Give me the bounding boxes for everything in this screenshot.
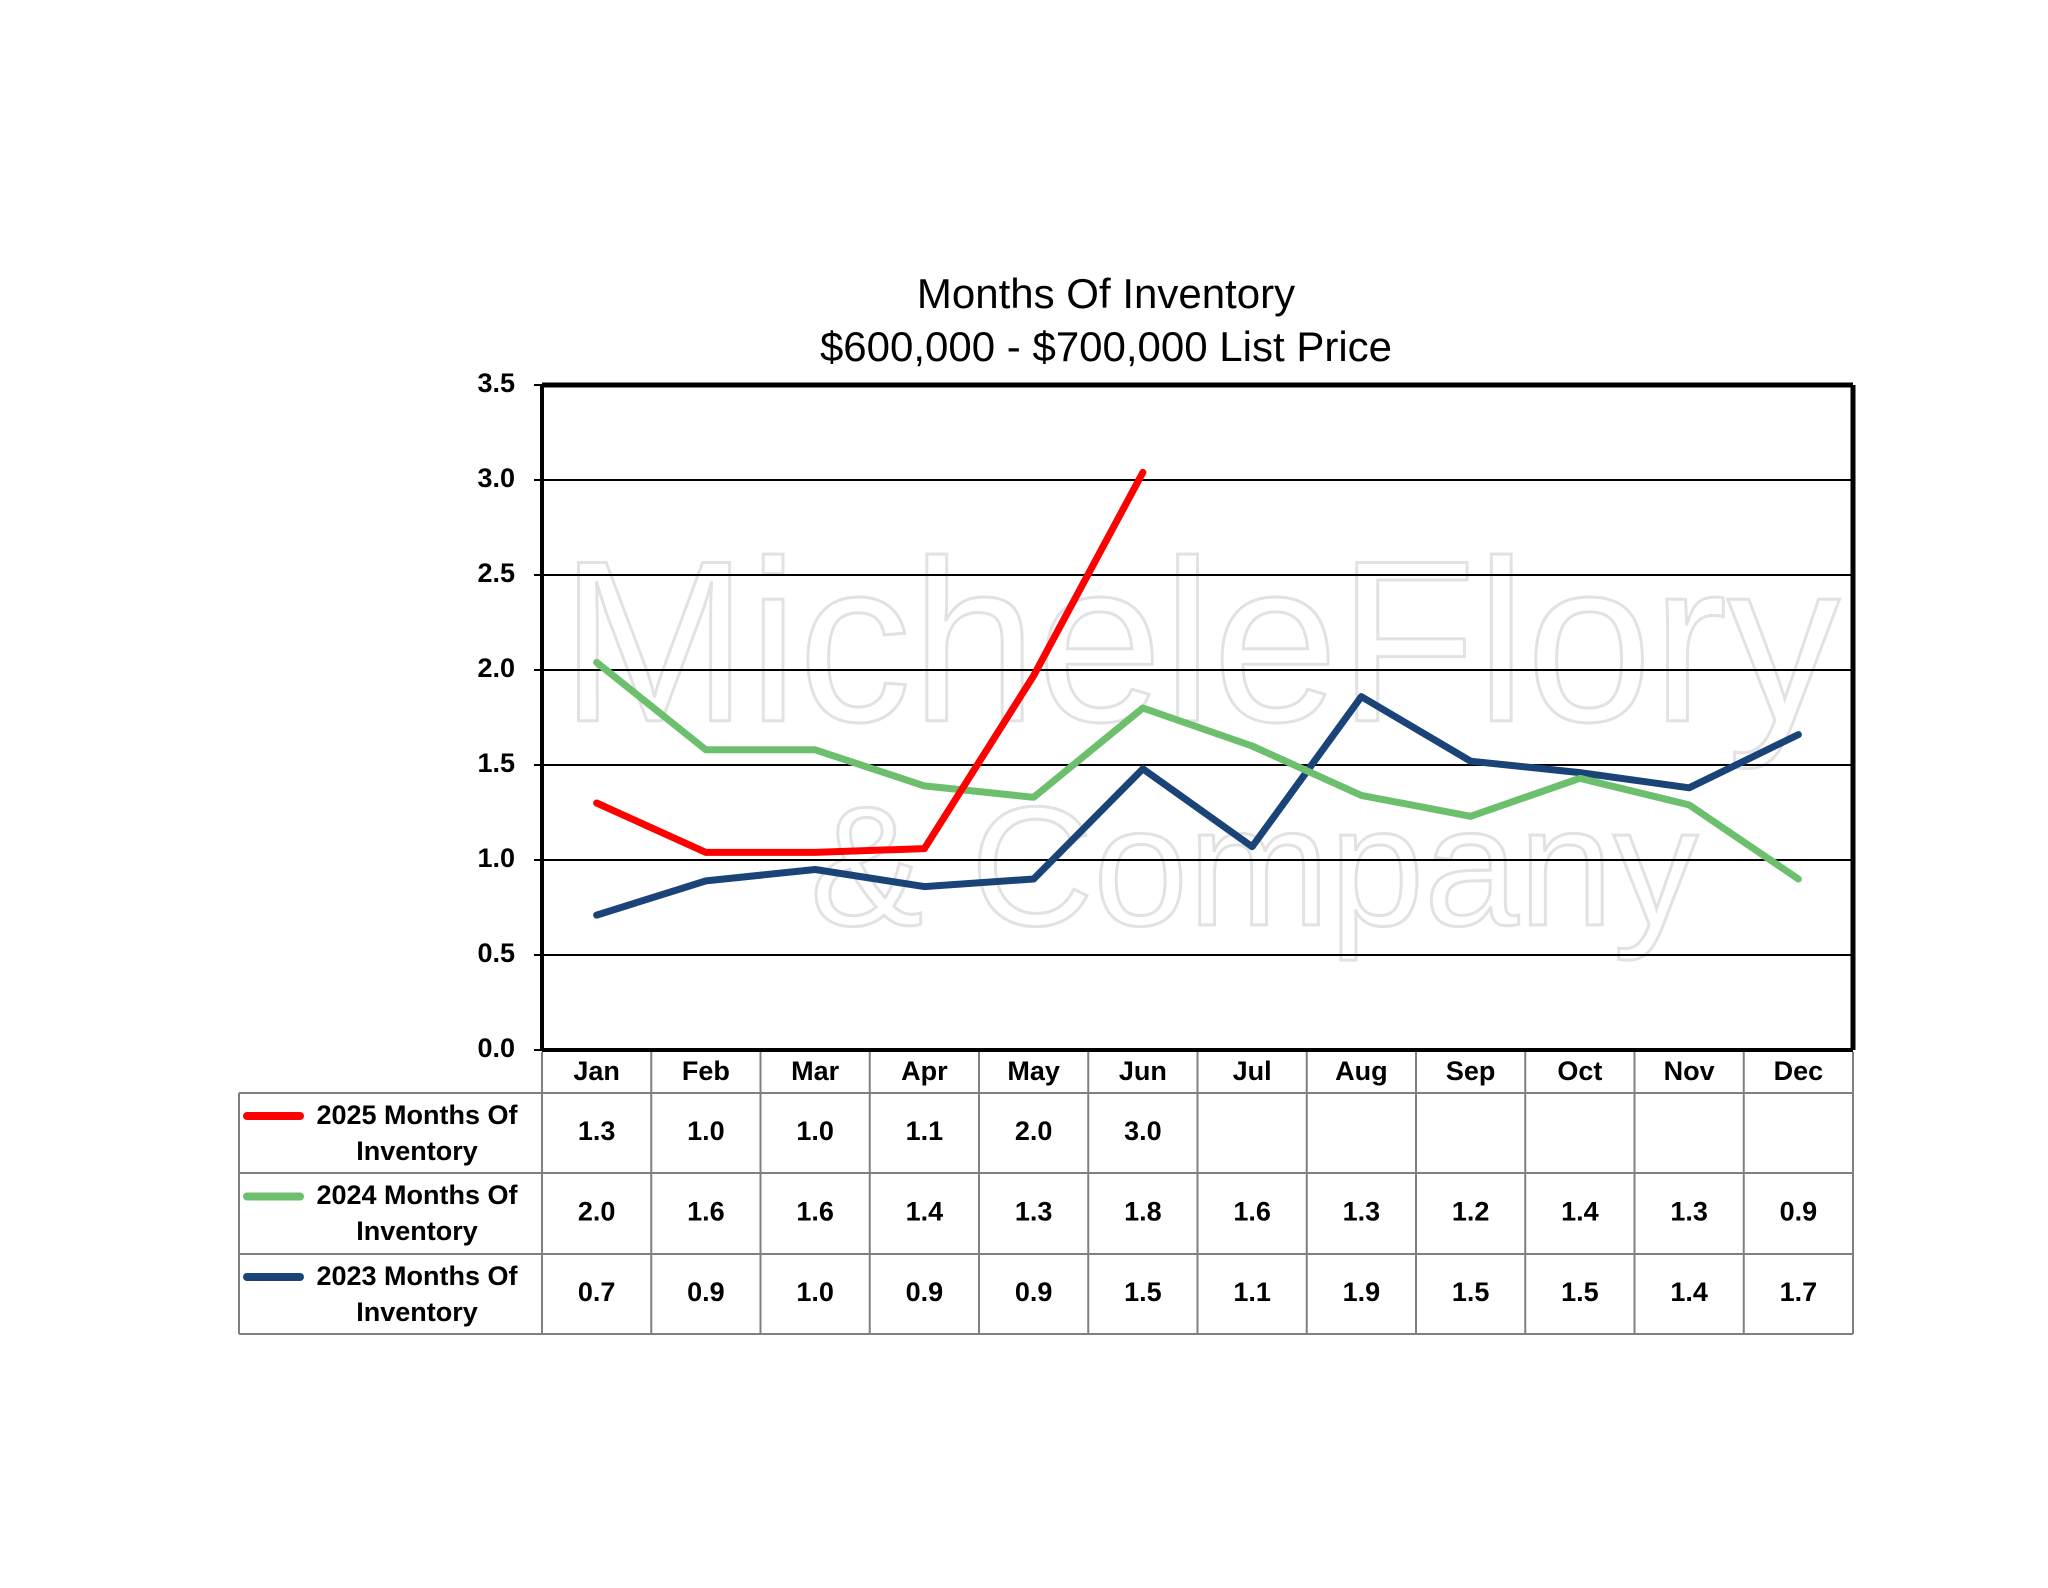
data-label: 1.2 [1452,1197,1490,1227]
series-line [593,468,1147,856]
data-label: 1.4 [1561,1197,1599,1227]
x-tick-label: May [1007,1056,1060,1086]
y-tick-label: 3.5 [477,368,515,398]
x-tick-label: Nov [1664,1056,1715,1086]
data-label: 1.3 [1670,1197,1708,1227]
data-label: 1.1 [906,1116,944,1146]
y-tick-label: 1.5 [477,748,515,778]
data-label: 1.6 [687,1197,725,1227]
legend-text: 2025 Months Of Inventory [316,1100,518,1166]
y-tick-label: 0.0 [477,1033,515,1063]
data-label: 1.3 [1343,1197,1381,1227]
chart-title: Months Of Inventory [917,270,1295,317]
data-label: 0.9 [906,1277,944,1307]
x-tick-label: Jul [1233,1056,1272,1086]
data-label: 2.0 [1015,1116,1053,1146]
data-label: 0.9 [1780,1197,1818,1227]
data-label: 1.0 [687,1116,725,1146]
data-label: 1.8 [1124,1197,1162,1227]
data-label: 2.0 [578,1197,616,1227]
x-tick-label: Feb [682,1056,730,1086]
x-tick-label: Jun [1119,1056,1167,1086]
series-line [593,658,1802,883]
x-tick-label: Jan [573,1056,620,1086]
x-tick-label: Dec [1774,1056,1824,1086]
data-label: 0.7 [578,1277,616,1307]
data-label: 1.4 [1670,1277,1708,1307]
data-label: 1.6 [796,1197,834,1227]
legend-text: 2023 Months Of Inventory [316,1261,518,1327]
data-label: 0.9 [687,1277,725,1307]
data-label: 1.5 [1124,1277,1162,1307]
data-label: 3.0 [1124,1116,1162,1146]
data-label: 0.9 [1015,1277,1053,1307]
y-tick-label: 2.0 [477,653,515,683]
x-tick-label: Sep [1446,1056,1496,1086]
x-tick-label: Apr [901,1056,948,1086]
data-label: 1.5 [1561,1277,1599,1307]
y-tick-label: 1.0 [477,843,515,873]
y-tick-label: 0.5 [477,938,515,968]
data-label: 1.3 [1015,1197,1053,1227]
legend-text: 2024 Months Of Inventory [316,1180,518,1246]
y-tick-label: 3.0 [477,463,515,493]
x-tick-label: Mar [791,1056,840,1086]
data-label: 1.0 [796,1277,834,1307]
data-label: 1.7 [1780,1277,1818,1307]
data-label: 1.9 [1343,1277,1381,1307]
legend-label: 2025 Months Of Inventory [316,1100,518,1166]
legend-label: 2024 Months Of Inventory [316,1180,518,1246]
data-label: 1.5 [1452,1277,1490,1307]
chart-subtitle: $600,000 - $700,000 List Price [820,323,1392,370]
x-tick-label: Oct [1557,1056,1602,1086]
y-tick-label: 2.5 [477,558,515,588]
data-label: 1.6 [1233,1197,1271,1227]
legend-label: 2023 Months Of Inventory [316,1261,518,1327]
data-label: 1.1 [1233,1277,1271,1307]
x-tick-label: Aug [1335,1056,1387,1086]
data-label: 1.4 [906,1197,944,1227]
data-label: 1.3 [578,1116,616,1146]
data-label: 1.0 [796,1116,834,1146]
watermark: & Company [810,772,1698,962]
series-line [593,693,1802,919]
